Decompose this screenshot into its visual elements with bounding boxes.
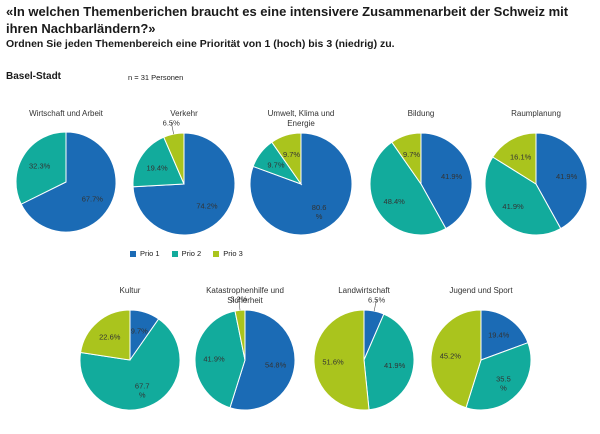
legend-swatch-prio2 — [171, 250, 178, 257]
pie-data-label: 67.7% — [82, 194, 104, 203]
pie-1: Wirtschaft und Arbeit 67.7% 32.3% — [15, 109, 117, 233]
pie-data-label: 6.5% — [368, 295, 385, 304]
pie-2: Verkehr 74.2% 19.4% 6.5% — [132, 109, 236, 236]
pie-slice-prio2 — [363, 313, 415, 411]
pie-title: Katastrophenhilfe und — [206, 286, 284, 295]
pie-slice-prio1 — [132, 132, 236, 236]
pie-data-label: 74.2% — [196, 202, 218, 211]
legend-label-prio3: Prio 3 — [223, 249, 243, 258]
legend-label-prio1: Prio 1 — [140, 249, 160, 258]
chart-title: «In welchen Themenberichen braucht es ei… — [6, 4, 569, 36]
pie-data-label: 9.7% — [267, 161, 284, 170]
sample-size: n = 31 Personen — [128, 73, 184, 82]
pie-data-label: 48.4% — [384, 197, 406, 206]
pie-data-label: 41.9% — [384, 361, 406, 370]
pie-4: Bildung 41.9% 48.4% 9.7% — [369, 109, 473, 236]
pie-leader-line — [238, 298, 241, 311]
pie-leader-line — [170, 122, 174, 135]
pie-slice-prio1 — [20, 131, 117, 233]
pie-data-label: 16.1% — [510, 152, 532, 161]
pie-data-label: 9.7% — [283, 150, 300, 159]
pie-data-label: 6.5% — [163, 118, 180, 127]
pie-leader-line — [373, 299, 377, 312]
pie-data-label: 35.5% — [496, 374, 511, 392]
pie-slice-prio3 — [79, 309, 131, 361]
pie-title: Landwirtschaft — [338, 286, 390, 295]
pie-data-label: 22.6% — [99, 332, 121, 341]
pie-5: Raumplanung 41.9% 41.9% 16.1% — [484, 109, 588, 236]
pie-slice-prio2 — [465, 342, 532, 411]
pie-slice-prio2 — [194, 310, 246, 409]
pie-data-label: 80.6% — [312, 203, 327, 221]
pie-slice-prio1 — [249, 132, 353, 236]
pie-slice-prio1 — [480, 309, 529, 361]
chart-subtitle: Ordnen Sie jeden Themenbereich eine Prio… — [6, 38, 395, 50]
pie-title: Energie — [287, 119, 315, 128]
pie-data-label: 67.7% — [135, 381, 150, 399]
region-label: Basel-Stadt — [6, 71, 62, 82]
pie-slice-prio2 — [369, 141, 447, 236]
pie-data-label: 19.4% — [146, 163, 168, 172]
pie-data-label: 9.7% — [403, 150, 420, 159]
pie-data-label: 45.2% — [440, 351, 462, 360]
pie-title: Raumplanung — [511, 109, 561, 118]
pie-data-label: 41.9% — [556, 172, 578, 181]
pie-6: Kultur 9.7% 67.7 % 22.6% — [79, 286, 181, 411]
pie-data-label: 3.2% — [230, 294, 247, 303]
pie-slice-prio2 — [15, 131, 67, 205]
legend-item-prio1: Prio 1 — [130, 249, 160, 258]
legend-swatch-prio1 — [130, 250, 136, 257]
pie-title: Wirtschaft und Arbeit — [29, 109, 104, 118]
pie-title: Kultur — [120, 286, 141, 295]
pie-data-label: 19.4% — [488, 331, 510, 340]
legend-label-prio2: Prio 2 — [181, 249, 202, 258]
legend: Prio 1 Prio 2 Prio 3 — [130, 249, 243, 258]
legend-swatch-prio3 — [213, 250, 220, 257]
pie-title: Sicherheit — [227, 296, 263, 305]
pie-title: Umwelt, Klima und — [268, 109, 335, 118]
pie-data-label: 32.3% — [29, 162, 51, 171]
pie-title: Jugend und Sport — [449, 286, 513, 295]
pie-data-label: 41.9% — [203, 354, 225, 363]
pie-slice-prio1 — [535, 132, 588, 230]
pie-data-label: 51.6% — [322, 358, 344, 367]
legend-item-prio3: Prio 3 — [213, 249, 243, 258]
pie-data-label: 41.9% — [441, 172, 463, 181]
pie-slice-prio3 — [271, 132, 302, 186]
pie-slice-prio3 — [391, 132, 422, 186]
pie-9: Jugend und Sport 19.4% 35.5 % 45.2% — [430, 286, 532, 411]
pie-data-label: 9.7% — [131, 326, 148, 335]
legend-item-prio2: Prio 2 — [171, 249, 202, 258]
pie-data-label: 54.8% — [265, 361, 287, 370]
pie-slice-prio3 — [430, 309, 482, 409]
pie-slice-prio3 — [313, 309, 370, 411]
pie-slice-prio3 — [492, 132, 537, 185]
pie-slice-prio2 — [79, 318, 181, 411]
pie-slice-prio2 — [132, 136, 185, 188]
pie-slice-prio1 — [229, 309, 296, 411]
pie-title: Bildung — [408, 109, 435, 118]
pie-slice-prio1 — [420, 132, 473, 230]
pie-data-label: 41.9% — [502, 202, 524, 211]
pie-slice-prio2 — [484, 156, 562, 236]
pie-title: Verkehr — [170, 109, 198, 118]
